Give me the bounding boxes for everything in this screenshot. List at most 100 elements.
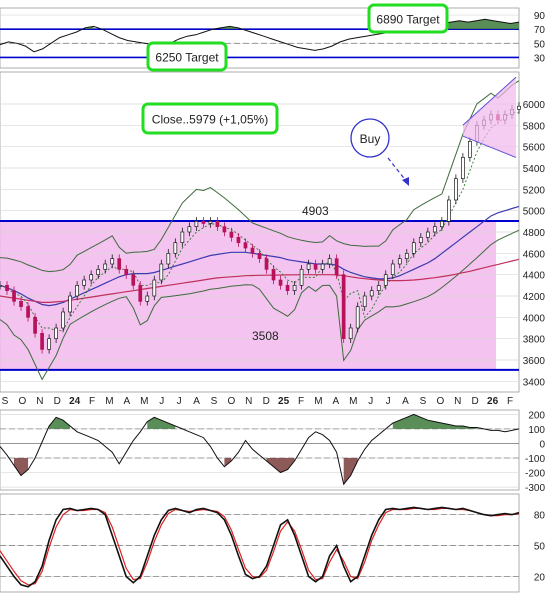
candle-body <box>461 156 465 180</box>
stochastic-main-line <box>0 506 520 588</box>
candle-body <box>222 226 227 233</box>
candle-body <box>306 263 311 270</box>
stochastic-tick-label: 80 <box>534 511 546 522</box>
cci-tick-label: -300 <box>525 483 545 494</box>
cci-tick-label: -100 <box>525 454 545 465</box>
candle-body <box>327 258 332 265</box>
candle-body <box>138 284 143 302</box>
close-label-box <box>141 102 279 135</box>
x-tick-label: N <box>36 396 43 407</box>
candle-body <box>68 295 72 313</box>
rsi-overbought-fill <box>221 26 239 30</box>
x-tick-label: D <box>54 396 61 407</box>
price-tick-label: 3400 <box>523 377 546 388</box>
candle-body <box>82 279 87 286</box>
candle-body <box>159 263 164 281</box>
x-tick-label: N <box>454 396 461 407</box>
resistance-label: 4903 <box>302 204 329 218</box>
trading-range-band <box>0 221 496 370</box>
rsi-target-high-box <box>367 3 449 34</box>
candle-body <box>390 263 395 276</box>
stochastic-tick-label: 20 <box>534 573 546 584</box>
candle-body <box>264 258 269 270</box>
x-tick-label: J <box>386 396 391 407</box>
cci-negative-fill <box>343 458 358 485</box>
x-tick-label: A <box>333 396 340 407</box>
candle-body <box>33 316 37 334</box>
rsi-tick-label: 50 <box>534 39 546 50</box>
price-tick-label: 5400 <box>523 164 546 175</box>
candle-body <box>5 284 9 292</box>
candle-body <box>215 220 220 228</box>
buy-arrow <box>387 157 408 183</box>
candle-body <box>12 290 16 302</box>
candle-body <box>47 338 51 350</box>
candle-body <box>376 284 381 292</box>
price-tick-label: 3800 <box>523 335 546 346</box>
cci-negative-fill <box>224 458 232 467</box>
candle-body <box>103 263 108 270</box>
candle-body <box>313 263 318 270</box>
price-tick-label: 5200 <box>523 185 546 196</box>
bollinger-upper-band <box>0 80 520 273</box>
candle-body <box>257 252 262 260</box>
price-tick-label: 4000 <box>523 313 546 324</box>
moving-average-200 <box>0 258 520 303</box>
candle-body <box>440 220 444 228</box>
candle-body <box>432 226 437 233</box>
x-tick-label: M <box>349 396 357 407</box>
price-tick-label: 5600 <box>523 143 546 154</box>
x-tick-label: D <box>472 396 479 407</box>
cci-tick-label: 0 <box>539 439 545 450</box>
bollinger-lower-band <box>0 229 520 381</box>
candle-body <box>411 242 416 254</box>
x-tick-label: S <box>420 396 427 407</box>
price-tick-label: 4200 <box>523 292 546 303</box>
x-tick-label: N <box>245 396 252 407</box>
candle-body <box>194 220 199 228</box>
x-tick-label: J <box>177 396 182 407</box>
x-tick-label: M <box>140 396 148 407</box>
x-tick-label: M <box>105 396 113 407</box>
x-tick-label: S <box>2 396 9 407</box>
candle-body <box>278 279 283 286</box>
moving-average-20 <box>0 111 520 332</box>
x-tick-label: A <box>193 396 200 407</box>
price-tick-label: 4400 <box>523 271 546 282</box>
candle-body <box>145 295 150 302</box>
candle-body <box>75 284 79 297</box>
candle-body <box>271 268 276 281</box>
price-tick-label: 5800 <box>523 121 546 132</box>
candle-body <box>355 306 360 329</box>
x-tick-label: A <box>402 396 409 407</box>
candle-body <box>341 274 346 340</box>
candle-body <box>243 242 248 249</box>
candle-body <box>0 284 2 287</box>
x-tick-label: A <box>124 396 131 407</box>
cci-tick-label: -200 <box>525 469 545 480</box>
candle-body <box>447 199 451 222</box>
candle-body <box>292 284 297 292</box>
x-tick-label: S <box>211 396 218 407</box>
candle-body <box>166 252 171 265</box>
x-tick-label: F <box>89 396 95 407</box>
candle-body <box>397 258 402 265</box>
candle-body <box>19 300 23 308</box>
candle-body <box>201 220 206 224</box>
candle-body <box>187 226 192 233</box>
candle-body <box>285 284 290 292</box>
close-label: Close..5979 (+1,05%) <box>152 113 268 127</box>
candle-body <box>180 231 185 244</box>
cci-tick-label: 100 <box>528 425 545 436</box>
candle-body <box>124 268 129 276</box>
x-tick-label: O <box>227 396 235 407</box>
x-tick-label: O <box>436 396 444 407</box>
buy-arrowhead <box>402 177 409 186</box>
x-tick-label: 24 <box>69 396 81 407</box>
x-tick-label: 26 <box>487 396 499 407</box>
channel-fill <box>463 77 516 158</box>
cci-negative-fill <box>14 458 29 476</box>
x-tick-label: M <box>314 396 322 407</box>
